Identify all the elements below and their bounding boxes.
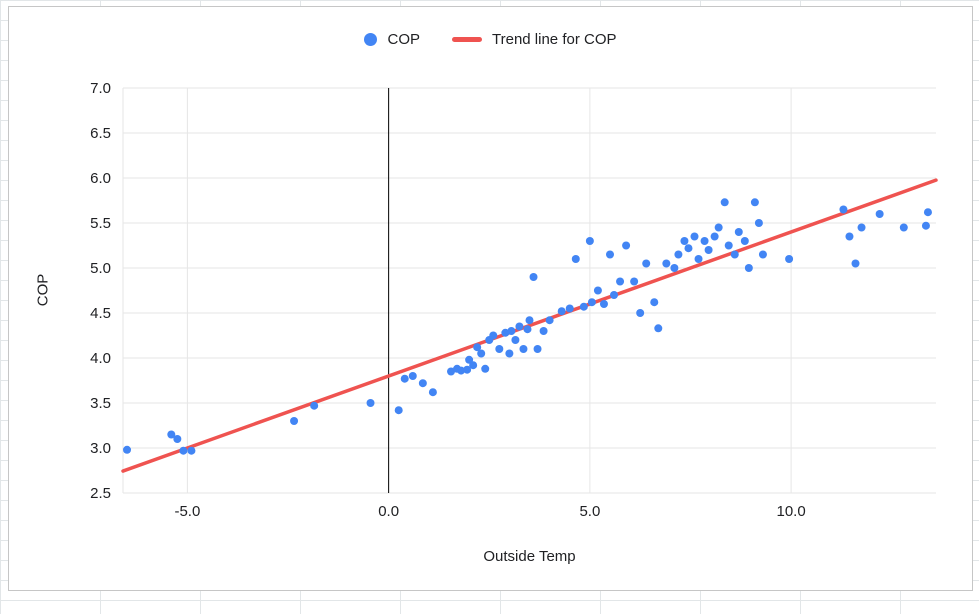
scatter-plot: 2.5 3.0 3.5 4.0 4.5 5.0 5.5 6.0 6.5 7.0 -5.0 0.0 5.0… [90,80,938,520]
svg-text:6.5: 6.5 [90,125,111,142]
svg-text:3.0: 3.0 [90,440,111,457]
chart-legend: COP Trend line for COP [9,31,972,48]
cop-point-icon [364,33,378,46]
svg-text:5.0: 5.0 [90,260,111,277]
svg-text:5.0: 5.0 [579,503,600,520]
data-points [123,198,932,455]
trend-line-icon [452,37,482,42]
svg-text:2.5: 2.5 [90,485,111,502]
trend-line [121,178,938,473]
legend-label-trend: Trend line for COP [492,31,617,48]
gridlines [122,87,936,494]
svg-text:7.0: 7.0 [90,80,111,97]
svg-text:4.5: 4.5 [90,305,111,322]
chart-container[interactable]: COP Trend line for COP 2.5 3.0 3.5 4.0 4.5 5.… [8,6,973,591]
x-axis-title: Outside Temp [483,548,576,565]
axis-tick-labels: 2.5 3.0 3.5 4.0 4.5 5.0 5.5 6.0 6.5 7.0 -5.0 0.0 5.0… [90,80,806,520]
legend-item-trend: Trend line for COP [452,31,617,48]
svg-text:0.0: 0.0 [378,503,399,520]
y-axis-title: COP [34,273,52,307]
legend-label-cop: COP [387,31,420,48]
svg-text:-5.0: -5.0 [174,503,200,520]
legend-item-cop: COP [364,31,420,48]
svg-text:3.5: 3.5 [90,395,111,412]
svg-text:4.0: 4.0 [90,350,111,367]
svg-text:6.0: 6.0 [90,170,111,187]
svg-text:5.5: 5.5 [90,215,111,232]
svg-text:10.0: 10.0 [777,503,806,520]
